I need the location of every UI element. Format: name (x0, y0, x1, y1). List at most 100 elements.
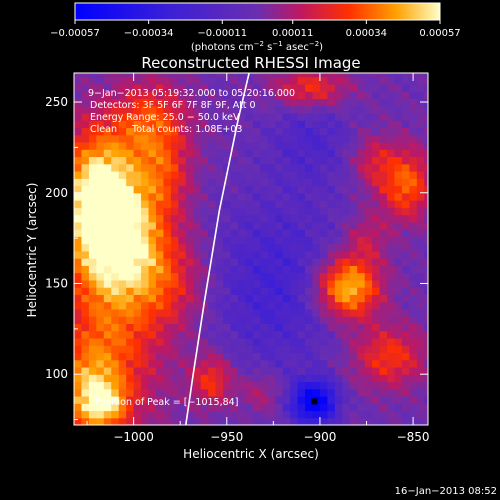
heatmap-cell (357, 345, 366, 354)
heatmap-cell (401, 243, 410, 252)
heatmap-cell (267, 366, 276, 375)
heatmap-cell (126, 301, 135, 310)
annotations: 9−Jan−2013 05:19:32.000 to 05:20:16.000 … (88, 88, 295, 408)
heatmap-cell (290, 287, 299, 295)
heatmap-cell (297, 141, 306, 150)
heatmap-cell (252, 141, 261, 150)
heatmap-cell (327, 207, 336, 216)
heatmap-cell (372, 83, 381, 92)
heatmap-cell (245, 229, 254, 237)
heatmap-cell (193, 395, 202, 404)
heatmap-cell (133, 250, 142, 259)
heatmap-cell (141, 395, 150, 404)
heatmap-cell (357, 229, 366, 237)
heatmap-cell (170, 301, 179, 310)
heatmap-cell (416, 417, 425, 425)
heatmap-cell (163, 200, 172, 208)
heatmap-cell (155, 410, 165, 419)
heatmap-cell (305, 366, 314, 375)
heatmap-cell (163, 337, 172, 346)
heatmap-cell (282, 91, 291, 99)
heatmap-cell (155, 395, 165, 404)
heatmap-cell (327, 250, 336, 259)
heatmap-cell (349, 221, 358, 230)
heatmap-cell (334, 403, 343, 412)
heatmap-cell (88, 403, 97, 412)
heatmap-cell (327, 120, 336, 129)
heatmap-cell (275, 236, 284, 245)
heatmap-cell (185, 91, 194, 99)
heatmap-cell (133, 337, 142, 346)
heatmap-cell (74, 250, 83, 259)
heatmap-cell (133, 352, 142, 361)
heatmap-cell (312, 366, 321, 375)
heatmap-cell (111, 250, 120, 259)
heatmap-cell (372, 134, 381, 143)
heatmap-cell (409, 337, 418, 346)
heatmap-cell (237, 352, 247, 361)
heatmap-cell (185, 410, 194, 419)
heatmap-cell (163, 345, 172, 354)
heatmap-cell (372, 214, 381, 223)
heatmap-cell (312, 163, 321, 172)
heatmap-cell (305, 112, 314, 121)
heatmap-cell (208, 192, 217, 201)
heatmap-cell (401, 76, 410, 85)
heatmap-cell (111, 141, 120, 150)
heatmap-cell (200, 105, 209, 114)
heatmap-cell (290, 105, 299, 114)
heatmap-cell (118, 316, 127, 324)
heatmap-cell (111, 178, 120, 187)
heatmap-cell (416, 366, 425, 375)
heatmap-cell (208, 381, 217, 390)
heatmap-cell (312, 192, 321, 201)
heatmap-image (74, 73, 428, 425)
heatmap-cell (267, 308, 276, 317)
heatmap-cell (200, 73, 209, 78)
heatmap-cell (282, 258, 291, 266)
heatmap-cell (297, 127, 306, 136)
heatmap-cell (133, 381, 142, 390)
heatmap-cell (81, 112, 90, 121)
heatmap-cell (342, 374, 351, 383)
heatmap-cell (163, 98, 172, 107)
heatmap-cell (424, 410, 428, 419)
heatmap-cell (148, 308, 157, 317)
heatmap-cell (364, 352, 373, 361)
heatmap-cell (215, 185, 224, 194)
heatmap-cell (342, 214, 351, 223)
heatmap-cell (111, 214, 120, 223)
heatmap-cell (305, 214, 314, 223)
heatmap-cell (409, 294, 418, 303)
heatmap-cell (312, 330, 321, 339)
heatmap-cell (260, 105, 269, 114)
heatmap-cell (312, 243, 321, 252)
heatmap-cell (148, 214, 157, 223)
heatmap-cell (223, 229, 232, 237)
heatmap-cell (327, 337, 336, 346)
heatmap-cell (223, 200, 232, 208)
heatmap-cell (170, 294, 179, 303)
heatmap-cell (215, 120, 224, 129)
heatmap-cell (267, 243, 276, 252)
heatmap-cell (372, 272, 381, 281)
heatmap-cell (342, 265, 351, 274)
heatmap-cell (163, 229, 172, 237)
heatmap-cell (96, 250, 105, 259)
heatmap-cell (185, 185, 194, 194)
heatmap-cell (133, 112, 142, 121)
heatmap-cell (118, 258, 127, 266)
heatmap-cell (267, 388, 276, 397)
heatmap-cell (81, 258, 90, 266)
heatmap-cell (200, 127, 209, 136)
heatmap-cell (260, 294, 269, 303)
heatmap-cell (416, 287, 425, 295)
heatmap-cell (297, 221, 306, 230)
heatmap-cell (387, 170, 396, 179)
heatmap-cell (319, 83, 328, 92)
heatmap-cell (133, 345, 142, 354)
heatmap-cell (223, 308, 232, 317)
heatmap-cell (163, 388, 172, 397)
heatmap-cell (223, 98, 232, 107)
heatmap-cell (103, 323, 112, 332)
